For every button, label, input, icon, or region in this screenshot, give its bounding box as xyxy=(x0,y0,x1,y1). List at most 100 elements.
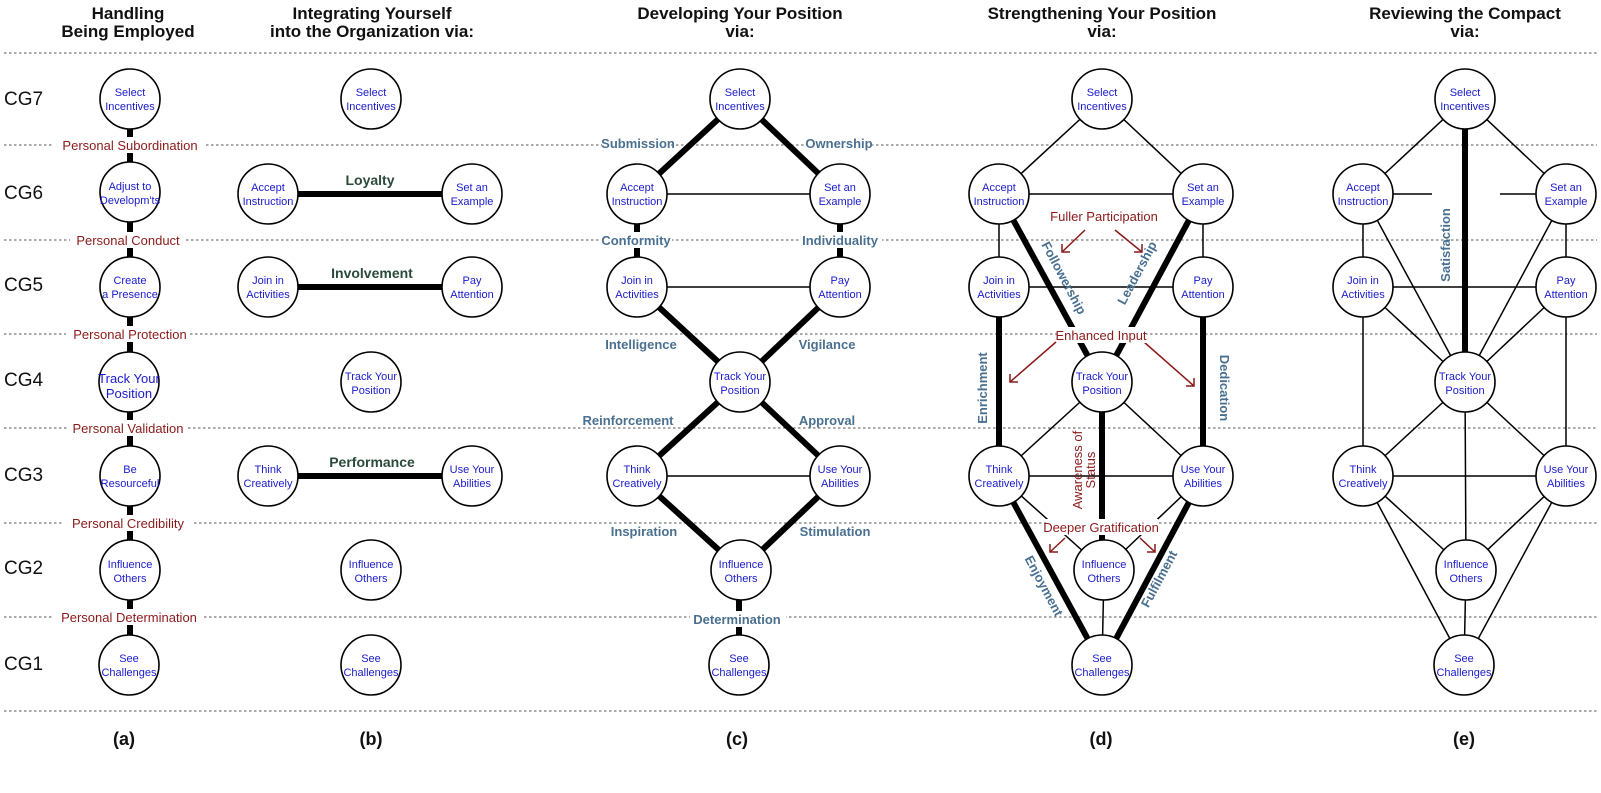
node-line2: Challenges xyxy=(711,667,767,679)
node-line1: See xyxy=(729,653,749,665)
title-b-line2: into the Organization via: xyxy=(270,22,474,41)
node-line2: Others xyxy=(354,573,388,585)
node-line1: See xyxy=(361,653,381,665)
node-circle xyxy=(1535,163,1597,225)
node-circle xyxy=(1172,163,1234,225)
node-use-your-abilities: Use Your Abilities xyxy=(441,445,503,507)
label-bg xyxy=(1050,209,1162,225)
label-bg xyxy=(62,515,194,531)
link-accept-track xyxy=(1362,193,1466,383)
enhanced-input-label: Enhanced Input xyxy=(1055,328,1146,343)
node-line2: Activities xyxy=(615,289,659,301)
node-circle xyxy=(340,68,402,130)
personal-conduct-label: Personal Conduct xyxy=(76,233,180,248)
node-see-challenges: See Challenges xyxy=(1071,634,1133,696)
node-line2: Attention xyxy=(1544,289,1587,301)
node-circle xyxy=(99,161,161,223)
node-line1: Accept xyxy=(1346,182,1380,194)
node-line1: Influence xyxy=(1082,559,1127,571)
node-circle xyxy=(809,163,871,225)
node-line2: Creatively xyxy=(975,478,1024,490)
node-line1: Pay xyxy=(1194,275,1213,287)
status-label: Status xyxy=(1083,451,1098,488)
node-influence-others: Influence Others xyxy=(99,539,161,601)
node-line2: Others xyxy=(724,573,758,585)
node-line1: Pay xyxy=(1557,275,1576,287)
arrow-line xyxy=(1049,537,1066,553)
node-circle xyxy=(98,634,160,696)
node-line1: Think xyxy=(986,464,1013,476)
node-line1: Join in xyxy=(983,275,1015,287)
node-line2: Example xyxy=(819,196,862,208)
node-line2: Example xyxy=(1545,196,1588,208)
node-line1: Think xyxy=(624,464,651,476)
awareness-of-label: Awareness of xyxy=(1070,430,1085,509)
cg4-label: CG4 xyxy=(4,370,44,391)
satisfaction-label: Satisfaction xyxy=(1438,208,1453,282)
node-circle xyxy=(968,163,1030,225)
node-line1: Track Your xyxy=(1076,371,1129,383)
node-circle xyxy=(98,351,160,413)
title-a-line1: Handling xyxy=(92,4,165,23)
node-line1: Influence xyxy=(1444,559,1489,571)
node-line2: Abilities xyxy=(453,478,491,490)
node-line2: Challenges xyxy=(343,667,399,679)
node-line1: Create xyxy=(113,275,146,287)
title-c-line1: Developing Your Position xyxy=(637,4,842,23)
personal-determination-label: Personal Determination xyxy=(61,610,197,625)
label-bg xyxy=(68,420,188,436)
node-think-creatively: Think Creatively xyxy=(606,445,668,507)
node-line2: Example xyxy=(1182,196,1225,208)
title-e-line2: via: xyxy=(1450,22,1479,41)
panel-b-label: (b) xyxy=(360,729,383,749)
loyalty-label: Loyalty xyxy=(345,172,394,188)
node-line1: Use Your xyxy=(1544,464,1589,476)
node-line1: Influence xyxy=(719,559,764,571)
node-influence-others: Influence Others xyxy=(1435,539,1497,601)
node-circle xyxy=(1332,256,1394,318)
vigilance-label: Vigilance xyxy=(799,337,856,352)
arrowhead-icon xyxy=(1049,544,1058,553)
node-line1: See xyxy=(1092,653,1112,665)
node-circle xyxy=(1435,539,1497,601)
node-circle xyxy=(441,445,503,507)
node-line2: Position xyxy=(1445,385,1484,397)
label-bg xyxy=(54,609,204,625)
node-line1: Influence xyxy=(108,559,153,571)
node-line1: Track Your xyxy=(98,371,160,386)
label-bg xyxy=(602,136,668,152)
node-set-an-example: Set an Example xyxy=(1172,163,1234,225)
enjoyment-link xyxy=(996,474,1105,667)
node-see-challenges: See Challenges xyxy=(708,634,770,696)
node-line1: Join in xyxy=(252,275,284,287)
node-line1: See xyxy=(119,653,139,665)
node-circle xyxy=(606,256,668,318)
node-accept-instruction: Accept Instruction xyxy=(606,163,668,225)
node-track-your-position: Track Your Position xyxy=(1434,351,1496,413)
node-circle xyxy=(809,256,871,318)
node-track-your-position: Track Your Position xyxy=(98,351,160,413)
link-use-see xyxy=(1463,475,1567,666)
node-circle xyxy=(606,163,668,225)
label-bg xyxy=(66,326,190,342)
label-bg xyxy=(54,137,206,153)
cg-level-labels: CG7 CG6 CG5 CG4 CG3 CG2 CG1 xyxy=(4,89,44,675)
node-line1: Track Your xyxy=(345,371,398,383)
panel-labels: (a) (b) (c) (d) (e) xyxy=(113,729,1475,749)
dedication-label: Dedication xyxy=(1217,355,1232,422)
node-track-your-position: Track Your Position xyxy=(340,351,402,413)
intelligence-label: Intelligence xyxy=(605,337,677,352)
title-b-line1: Integrating Yourself xyxy=(292,4,451,23)
node-line1: Select xyxy=(356,87,387,99)
title-a-line2: Being Employed xyxy=(61,22,194,41)
node-line1: Set an xyxy=(1550,182,1582,194)
node-influence-others: Influence Others xyxy=(710,539,772,601)
enrichment-label: Enrichment xyxy=(975,352,990,424)
label-bg xyxy=(800,232,882,248)
red-arrows xyxy=(1009,229,1195,553)
node-line1: Set an xyxy=(824,182,856,194)
node-influence-others: Influence Others xyxy=(340,539,402,601)
deeper-gratification-label: Deeper Gratification xyxy=(1043,520,1159,535)
node-line1: Set an xyxy=(1187,182,1219,194)
node-line1: Think xyxy=(255,464,282,476)
